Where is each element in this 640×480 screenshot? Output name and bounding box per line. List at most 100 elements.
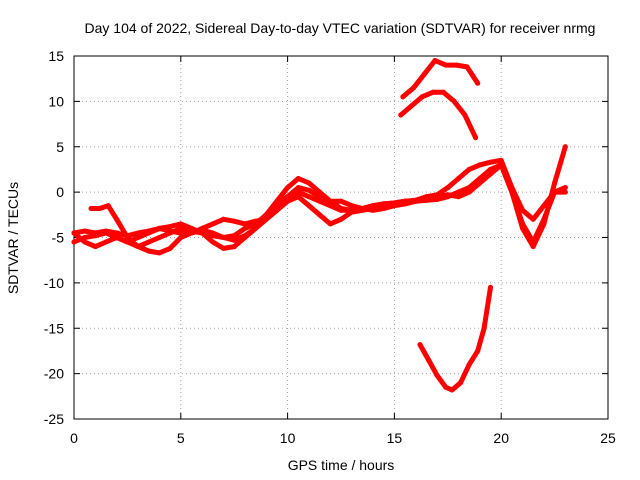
data-point: [456, 176, 461, 181]
x-tick-label: 5: [177, 430, 185, 446]
data-point: [178, 225, 184, 231]
data-point: [458, 380, 464, 386]
data-point: [135, 244, 141, 250]
data-point: [488, 159, 493, 165]
data-point: [432, 58, 438, 63]
data-point: [477, 180, 483, 186]
data-point: [146, 248, 152, 254]
data-point: [306, 194, 312, 200]
data-point: [488, 171, 493, 177]
series-trace-5: [398, 89, 479, 141]
data-point: [135, 230, 141, 236]
data-point: [317, 212, 323, 218]
data-point: [419, 94, 425, 100]
data-point: [451, 98, 457, 104]
data-point: [530, 239, 536, 245]
data-point: [443, 62, 449, 68]
data-point: [562, 189, 568, 195]
data-point: [441, 89, 446, 95]
data-point: [263, 216, 269, 222]
series-group: [71, 58, 568, 393]
data-point: [210, 239, 216, 245]
data-point: [530, 244, 536, 250]
series-trace-7: [417, 284, 493, 393]
data-point: [92, 244, 98, 250]
data-point: [541, 203, 547, 209]
data-point: [411, 85, 417, 91]
y-tick-label: -5: [52, 230, 65, 246]
data-point: [381, 206, 387, 211]
x-tick-label: 15: [387, 430, 403, 446]
data-point: [210, 221, 216, 227]
data-point: [253, 225, 259, 231]
data-point: [103, 228, 109, 234]
data-point: [285, 194, 291, 200]
data-point: [456, 189, 461, 195]
data-point: [498, 157, 504, 163]
data-point: [562, 185, 568, 191]
data-point: [434, 194, 440, 200]
y-tick-label: 0: [56, 184, 64, 200]
series-line: [417, 284, 493, 393]
data-point: [146, 228, 152, 234]
data-point: [221, 216, 226, 222]
data-point: [552, 189, 558, 195]
data-point: [105, 203, 111, 209]
y-axis-label: SDTVAR / TECUs: [5, 182, 21, 294]
data-point: [464, 64, 470, 70]
data-point: [114, 216, 120, 222]
data-point: [71, 230, 77, 236]
data-point: [210, 230, 216, 236]
data-point: [391, 203, 397, 209]
data-point: [242, 221, 248, 227]
data-point: [156, 250, 162, 256]
data-point: [178, 221, 184, 227]
data-point: [231, 218, 237, 224]
data-point: [327, 221, 333, 227]
data-point: [88, 206, 94, 211]
data-point: [359, 206, 365, 211]
data-point: [481, 325, 487, 331]
data-point: [530, 216, 536, 222]
data-point: [466, 166, 472, 172]
data-point: [274, 203, 280, 209]
data-point: [552, 180, 558, 186]
data-point: [114, 230, 120, 236]
data-point: [453, 62, 459, 68]
y-tick-label: 5: [56, 139, 64, 155]
y-tick-label: -25: [44, 411, 64, 427]
data-point: [445, 185, 451, 191]
data-point: [306, 187, 312, 193]
data-point: [82, 228, 88, 234]
data-point: [242, 233, 248, 239]
data-point: [253, 218, 259, 224]
data-point: [417, 342, 423, 348]
y-tick-label: 10: [48, 93, 64, 109]
data-point: [295, 185, 301, 191]
data-point: [285, 185, 291, 191]
data-point: [295, 194, 301, 200]
data-point: [520, 221, 526, 227]
data-point: [562, 144, 568, 150]
data-point: [477, 162, 483, 168]
data-point: [349, 203, 355, 209]
series-trace-6: [400, 58, 481, 100]
data-point: [199, 227, 205, 233]
data-point: [146, 239, 152, 245]
data-point: [82, 239, 88, 245]
data-point: [430, 89, 436, 95]
data-point: [231, 233, 237, 239]
data-point: [402, 201, 408, 207]
y-tick-label: -15: [44, 320, 64, 336]
x-tick-label: 25: [600, 430, 616, 446]
data-point: [456, 194, 461, 200]
x-tick-label: 20: [493, 430, 509, 446]
x-tick-label: 0: [70, 430, 78, 446]
data-point: [462, 112, 468, 118]
data-point: [398, 112, 404, 118]
axis-ticks: 0 5 10 15 20 25 15 10 5 0 -5 -10 -15 -20 -25: [44, 48, 616, 446]
data-point: [445, 192, 451, 198]
data-point: [189, 230, 194, 236]
data-point: [443, 384, 449, 390]
